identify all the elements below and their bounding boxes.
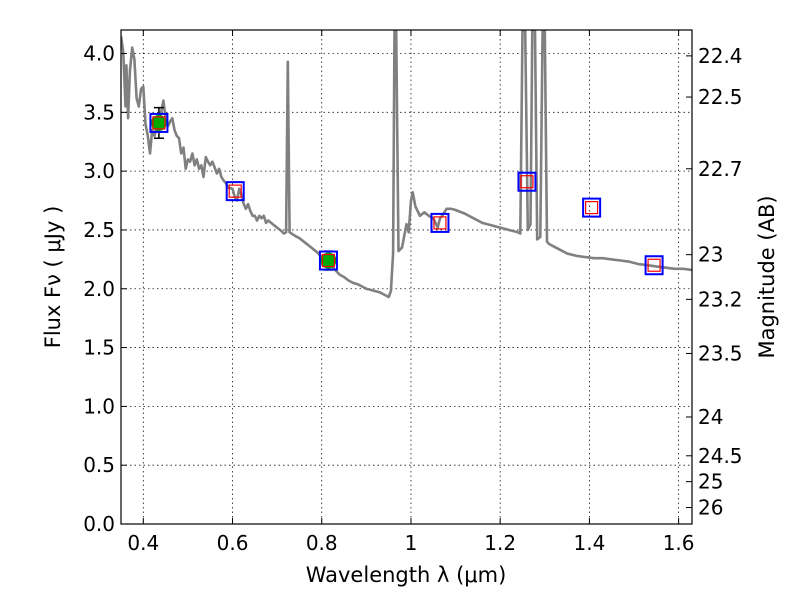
x-tick-label: 1.4 <box>573 531 605 555</box>
model-point-inner <box>647 258 661 272</box>
model-point <box>149 112 169 133</box>
right-tick-label: 22.5 <box>698 85 743 109</box>
right-tick-label: 22.7 <box>698 157 743 181</box>
model-point-inner <box>520 175 534 189</box>
x-tick-label: 0.8 <box>306 531 338 555</box>
y-tick-label: 0.0 <box>83 512 115 536</box>
y-tick-label: 1.5 <box>83 336 115 360</box>
grid <box>121 30 692 525</box>
model-point-inner <box>152 116 166 130</box>
x-tick-label: 1.6 <box>663 531 695 555</box>
right-tick-label: 25 <box>698 470 723 494</box>
right-tick-label: 23.2 <box>698 287 743 311</box>
observed-point <box>150 114 167 131</box>
model-point-inner <box>228 184 242 198</box>
right-tick-label: 23 <box>698 243 723 267</box>
series-line <box>121 30 692 299</box>
x-tick-label: 1.2 <box>484 531 516 555</box>
right-tick-label: 24.5 <box>698 444 743 468</box>
right-tick-label: 26 <box>698 496 723 520</box>
observed-point <box>320 252 337 269</box>
axes-layer: 0.4 0.6 0.8 1 1.2 1.4 1.6 0.0 0.5 1.0 1.5 2.0 2.5 3.0… <box>83 30 743 555</box>
x-tick-label: 0.4 <box>127 531 159 555</box>
model-point-inner <box>433 216 447 230</box>
y-tick-label: 0.5 <box>83 453 115 477</box>
model-point-inner <box>585 201 599 215</box>
y-tick-label: 2.0 <box>83 277 115 301</box>
y-tick-label: 1.0 <box>83 394 115 418</box>
y-tick-label: 4.0 <box>83 42 115 66</box>
plot-frame <box>120 29 693 525</box>
right-axis-label: Magnitude (AB) <box>755 195 779 358</box>
model-point <box>582 197 602 218</box>
y-tick-label: 3.5 <box>83 100 115 124</box>
y-tick-label: 3.0 <box>83 159 115 183</box>
series-layer <box>121 30 692 299</box>
y-tick-label: 2.5 <box>83 218 115 242</box>
x-tick-label: 0.6 <box>217 531 249 555</box>
points-layer <box>149 106 664 276</box>
right-tick-label: 22.4 <box>698 44 743 68</box>
model-point <box>318 250 338 271</box>
x-tick-label: 1 <box>405 531 418 555</box>
model-point <box>517 171 537 192</box>
x-axis-label: Wavelength λ (μm) <box>306 563 507 587</box>
model-point <box>644 255 664 276</box>
model-point <box>225 181 245 202</box>
right-tick-label: 23.5 <box>698 341 743 365</box>
right-tick-label: 24 <box>698 405 723 429</box>
y-axis-label: Flux Fν ( μJy ) <box>41 206 65 349</box>
model-point-inner <box>321 253 336 268</box>
model-point <box>430 212 450 233</box>
